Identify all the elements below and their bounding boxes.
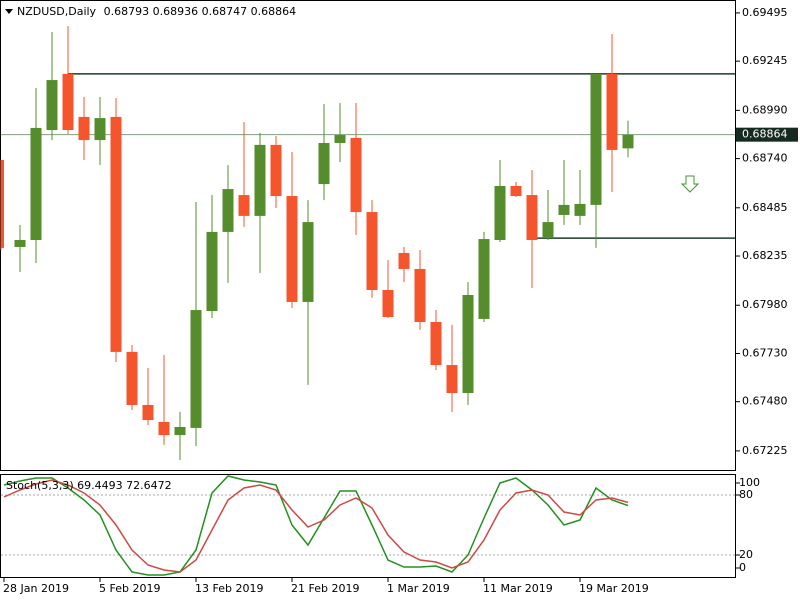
y-tick-label: 0.67730 [742, 346, 788, 359]
stoch-header: Stoch(5,3,3) 69.4493 72.6472 [6, 479, 172, 492]
candle-body [270, 144, 282, 197]
candle-body [110, 116, 122, 352]
candle-body [206, 231, 218, 312]
y-tick-label: 0.69495 [742, 6, 788, 19]
y-tick-label: 0.67225 [742, 444, 788, 457]
candle-body [414, 268, 426, 323]
header-high: 0.68936 [153, 5, 199, 18]
y-tick-label: 80 [739, 488, 753, 501]
y-tick-label: 0.68235 [742, 249, 788, 262]
candle-body [590, 73, 602, 205]
x-tick-label: 21 Feb 2019 [291, 582, 359, 595]
y-tick-label: 0.69245 [742, 54, 788, 67]
price-label-box [736, 127, 798, 142]
menu-triangle [5, 9, 13, 14]
candle-body [622, 134, 634, 149]
y-tick-label: 0.68990 [742, 103, 788, 116]
candle-body [222, 189, 234, 232]
candle-body [542, 222, 554, 239]
candle-body [14, 240, 26, 247]
candle-body [350, 137, 362, 213]
y-tick-label: 0.68485 [742, 201, 788, 214]
x-tick-label: 19 Mar 2019 [579, 582, 649, 595]
x-tick-label: 28 Jan 2019 [3, 582, 69, 595]
stoch-signal-value: 72.6472 [126, 479, 172, 492]
candle-body [446, 365, 458, 394]
y-tick-label: 0 [739, 561, 746, 574]
x-tick-label: 11 Mar 2019 [483, 582, 553, 595]
stoch-line [3, 479, 629, 573]
x-tick-label: 13 Feb 2019 [195, 582, 263, 595]
stoch-line [3, 475, 629, 576]
candle-body [366, 212, 378, 290]
y-tick-label: 100 [739, 476, 760, 489]
stoch-name: Stoch(5,3,3) [6, 479, 74, 492]
candle-body [126, 351, 138, 405]
candle-body [1, 159, 4, 248]
y-tick-label: 0.67480 [742, 395, 788, 408]
candle-body [398, 252, 410, 269]
candle-body [526, 195, 538, 241]
y-tick-label: 0.68740 [742, 152, 788, 165]
candle-body [494, 185, 506, 241]
candle-body [606, 73, 618, 150]
candle-body [558, 204, 570, 215]
price-label: 0.68864 [742, 128, 788, 141]
sell-arrow [680, 175, 700, 193]
candle-body [62, 73, 74, 131]
chart-header: NZDUSD,Daily 0.68793 0.68936 0.68747 0.6… [17, 5, 296, 18]
candle-body [94, 118, 106, 141]
candle-body [574, 203, 586, 216]
header-close: 0.68864 [251, 5, 297, 18]
candle-body [510, 185, 522, 197]
candle-body [46, 80, 58, 131]
candle-body [302, 222, 314, 302]
x-tick-label: 5 Feb 2019 [99, 582, 160, 595]
candle-body [318, 142, 330, 185]
candle-body [78, 116, 90, 141]
x-tick-label: 1 Mar 2019 [387, 582, 450, 595]
candle-body [478, 239, 490, 319]
candle-body [158, 421, 170, 436]
candle-body [286, 196, 298, 302]
candle-body [174, 426, 186, 436]
candle-body [382, 289, 394, 317]
stoch-main-value: 69.4493 [77, 479, 123, 492]
y-tick-label: 0.67980 [742, 298, 788, 311]
candle-body [334, 135, 346, 143]
candle-body [238, 195, 250, 216]
header-low: 0.68747 [202, 5, 248, 18]
candle-body [430, 322, 442, 366]
symbol: NZDUSD,Daily [17, 5, 97, 18]
candle-body [462, 295, 474, 394]
candle-body [190, 310, 202, 428]
header-open: 0.68793 [104, 5, 150, 18]
y-tick-label: 20 [739, 548, 753, 561]
marks [0, 26, 735, 576]
candle-body [254, 144, 266, 216]
candle-body [30, 127, 42, 241]
candle-body [142, 404, 154, 421]
